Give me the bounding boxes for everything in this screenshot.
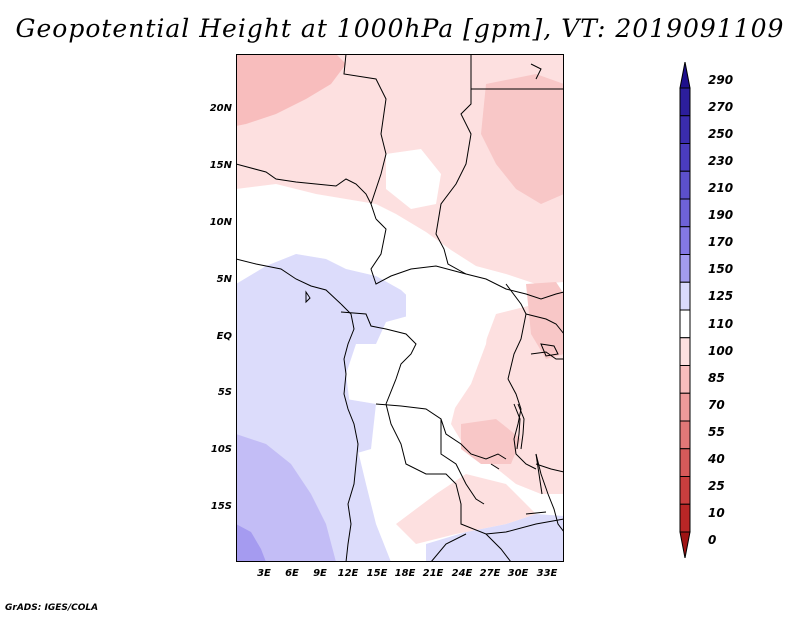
lat-label-20n: 20N: [209, 103, 232, 114]
higher-height-region-ne: [481, 74, 564, 204]
map-frame: [236, 54, 564, 562]
colorbar-label: 0: [708, 533, 717, 547]
chart-title: Geopotential Height at 1000hPa [gpm], VT…: [15, 14, 785, 43]
higher-height-region-se: [461, 419, 521, 464]
lon-label-3e: 3E: [257, 568, 271, 579]
colorbar-segment: [679, 420, 691, 450]
colorbar-segment: [679, 198, 691, 228]
colorbar-label: 170: [708, 235, 734, 250]
lat-label-10n: 10N: [209, 217, 232, 228]
colorbar-segment: [679, 87, 691, 117]
lat-label-eq: EQ: [216, 331, 232, 342]
lakes: [305, 63, 559, 515]
colorbar-label: 110: [708, 316, 734, 331]
lat-label-5s: 5S: [217, 387, 232, 398]
colorbar-label: 250: [708, 127, 734, 142]
higher-height-region-nw: [236, 54, 346, 126]
colorbar-label: 290: [708, 73, 734, 87]
colorbar-label: 40: [708, 451, 725, 466]
colorbar-label: 270: [708, 100, 734, 115]
lowest-height-region: [236, 524, 266, 562]
colorbar: [679, 62, 691, 558]
higher-height-region-ne2: [526, 282, 564, 359]
geopotential-map: [236, 54, 564, 562]
map-panel: [236, 54, 564, 562]
lon-label-30e: 30E: [507, 568, 529, 579]
colorbar-segment: [679, 143, 691, 172]
colorbar-label: 10: [708, 505, 725, 520]
lat-label-5n: 5N: [216, 274, 232, 285]
colorbar-label: 125: [708, 289, 734, 304]
colorbar-label: 210: [708, 181, 734, 196]
colorbar-segment: [679, 226, 691, 255]
lon-label-33e: 33E: [536, 568, 558, 579]
colorbar-segment: [679, 115, 691, 144]
lat-label-10s: 10S: [210, 444, 232, 455]
colorbar-label: 230: [708, 154, 734, 169]
colorbar-segment: [679, 281, 691, 311]
country-borders: [236, 54, 564, 562]
colorbar-segment: [679, 337, 691, 366]
lon-label-9e: 9E: [313, 568, 327, 579]
lon-label-21e: 21E: [422, 568, 444, 579]
lon-label-24e: 24E: [451, 568, 473, 579]
colorbar-segment: [679, 503, 691, 533]
lower-height-region: [236, 434, 336, 562]
mid-height-region-north: [386, 149, 441, 209]
colorbar-label: 100: [708, 343, 734, 358]
mid-height-region-center: [396, 284, 491, 434]
colorbar-label: 150: [708, 262, 734, 277]
colorbar-label: 190: [708, 208, 734, 223]
lon-label-6e: 6E: [285, 568, 299, 579]
lon-label-27e: 27E: [479, 568, 501, 579]
colorbar-segment: [679, 392, 691, 422]
lon-label-12e: 12E: [337, 568, 359, 579]
colorbar-segment: [679, 254, 691, 283]
colorbar-segment: [679, 365, 691, 394]
colorbar-label: 70: [708, 397, 725, 412]
colorbar-segment: [679, 309, 691, 339]
colorbar-segment: [679, 170, 691, 200]
lon-label-15e: 15E: [366, 568, 388, 579]
lat-label-15n: 15N: [209, 160, 232, 171]
lat-label-15s: 15S: [210, 501, 232, 512]
high-height-region-south: [396, 474, 536, 544]
mid-height-region: [256, 199, 376, 254]
grads-credit: GrADS: IGES/COLA: [5, 603, 99, 613]
colorbar-segment: [679, 448, 691, 477]
low-height-region-mid: [346, 399, 376, 454]
colorbar-segment: [679, 531, 691, 558]
colorbar-segment: [679, 62, 691, 89]
colorbar-segment: [679, 476, 691, 505]
colorbar-label: 85: [708, 370, 725, 385]
lon-label-18e: 18E: [394, 568, 416, 579]
colorbar-label: 55: [708, 424, 725, 439]
colorbar-label: 25: [708, 478, 725, 493]
